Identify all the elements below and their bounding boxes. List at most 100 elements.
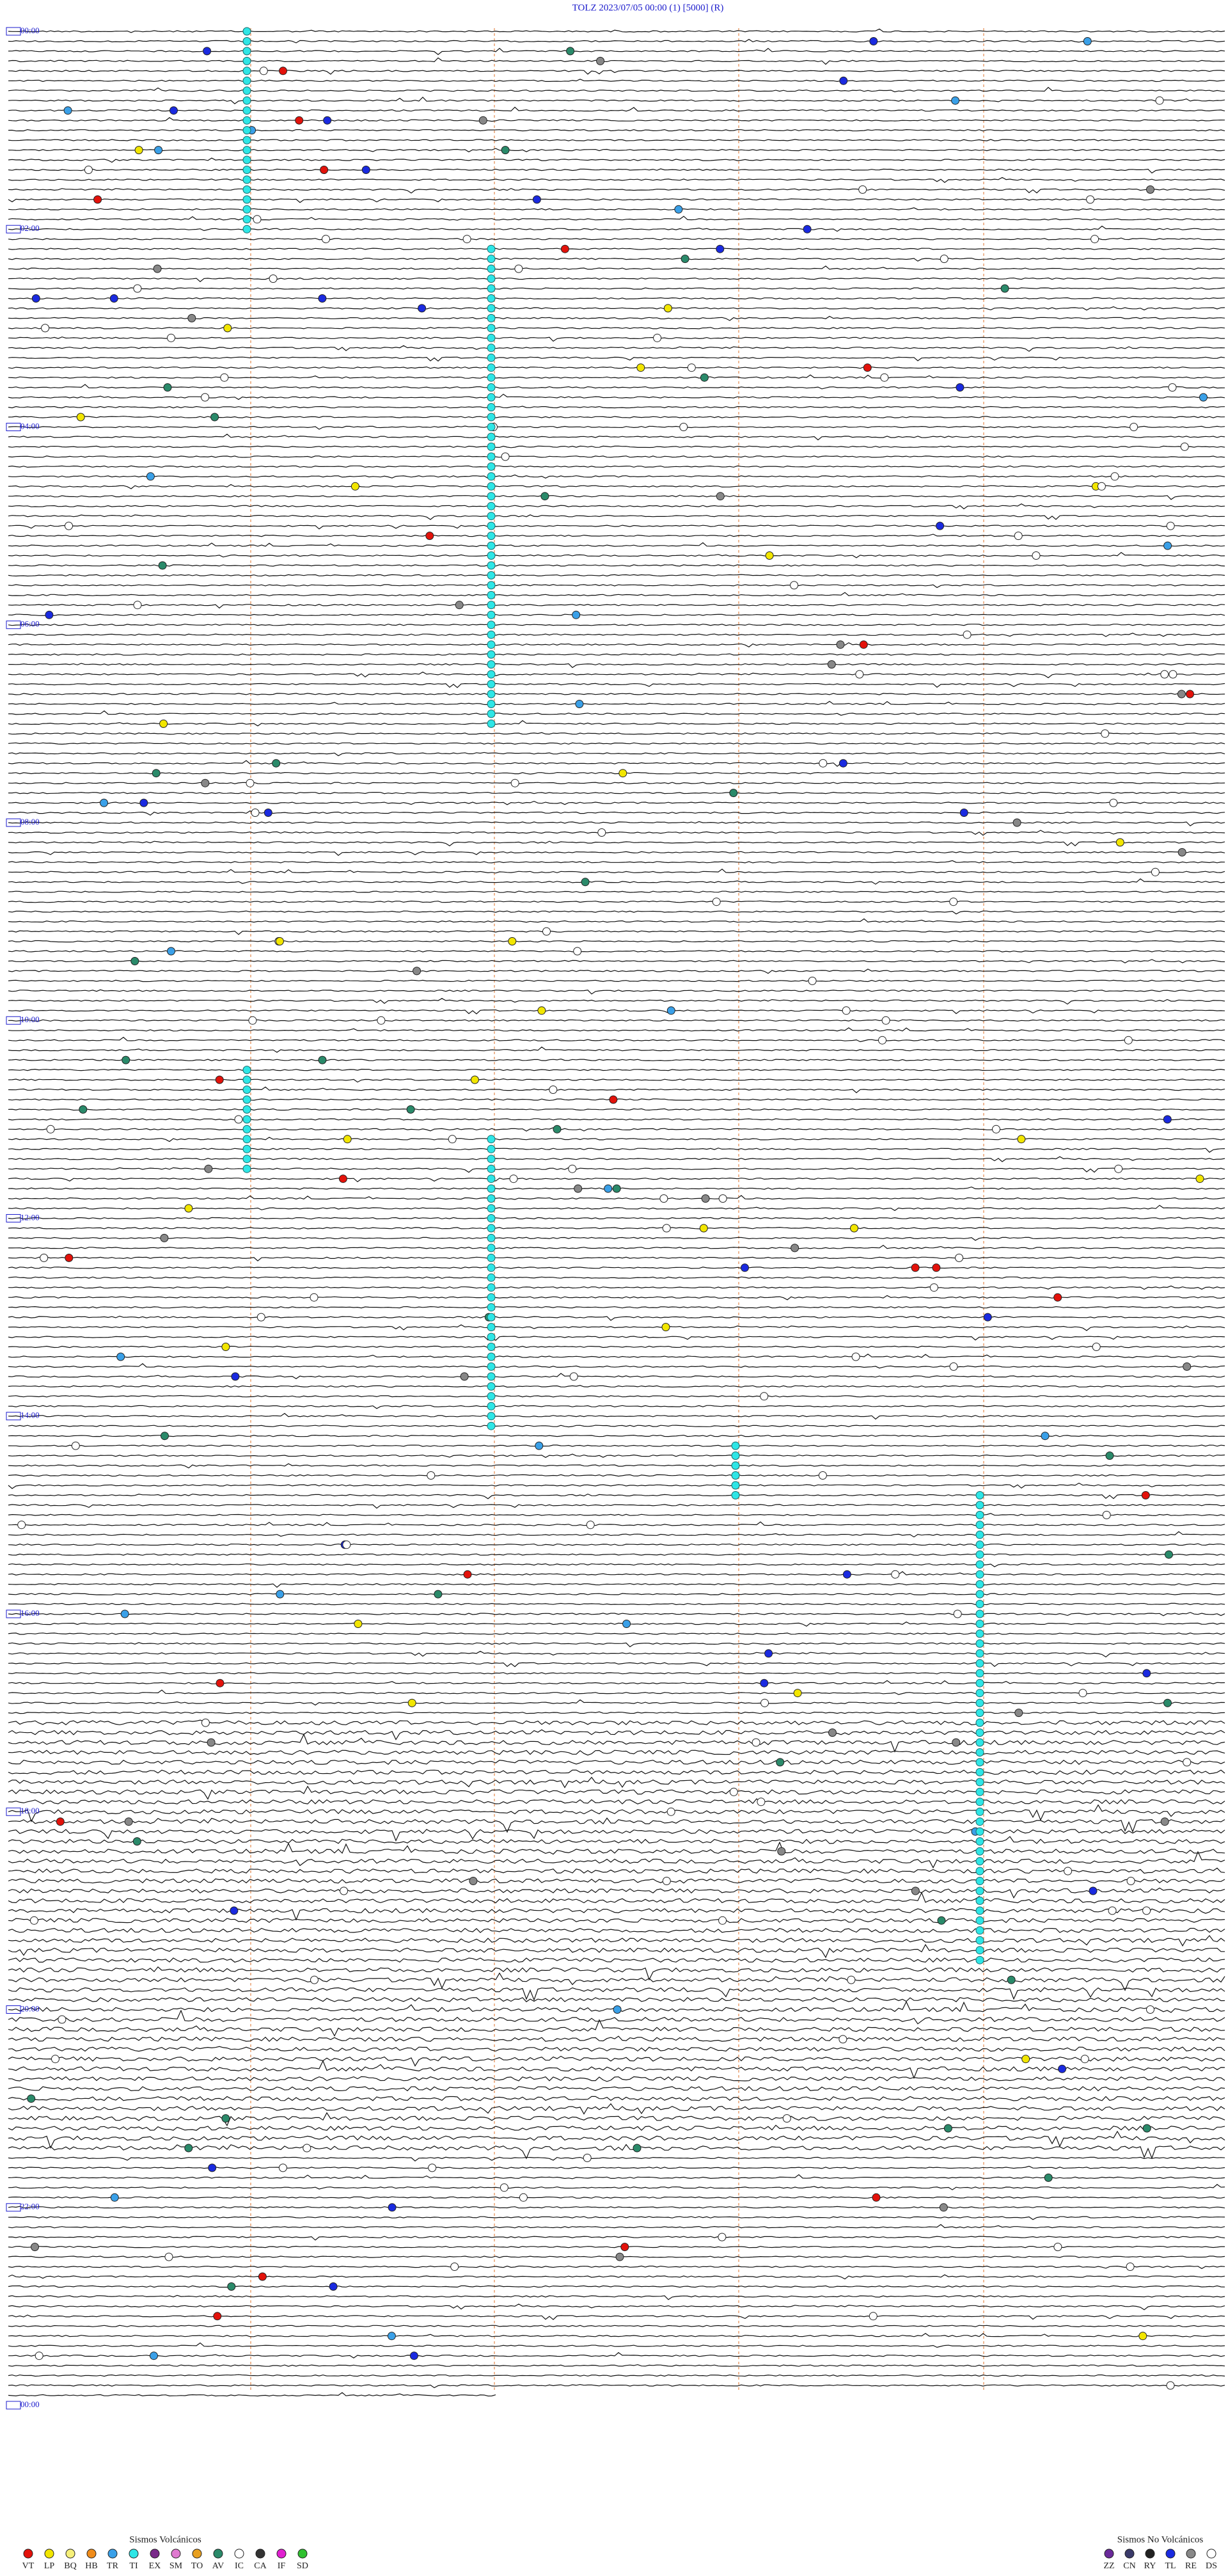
tremor-marker [487, 670, 496, 679]
trace [8, 2332, 1225, 2337]
event-marker [687, 363, 696, 372]
event-marker [510, 778, 519, 787]
trace [8, 1583, 1225, 1588]
tremor-marker [487, 1204, 496, 1213]
event-marker [776, 1758, 785, 1767]
event-marker [955, 1253, 964, 1262]
event-marker [1014, 1709, 1023, 1718]
event-marker [161, 1432, 169, 1441]
tremor-marker [487, 492, 496, 501]
tremor-marker [487, 640, 496, 649]
event-marker [388, 2203, 397, 2212]
trace [8, 564, 1225, 567]
trace [8, 1841, 1225, 1855]
tremor-marker [487, 1332, 496, 1341]
tremor-marker [975, 1540, 984, 1549]
trace [8, 1798, 1225, 1805]
event-marker [540, 492, 549, 501]
event-marker [1021, 2055, 1030, 2064]
trace [8, 890, 1225, 893]
event-marker [246, 778, 255, 787]
tremor-marker [487, 482, 496, 491]
event-marker [164, 2252, 173, 2261]
tremor-marker [242, 136, 251, 145]
trace [8, 841, 1225, 847]
tremor-marker [487, 1164, 496, 1173]
event-marker [1169, 670, 1177, 679]
event-marker [537, 1006, 546, 1015]
event-marker [264, 809, 272, 817]
event-marker [320, 166, 329, 174]
tremor-marker [975, 1718, 984, 1727]
trace [8, 821, 1225, 826]
event-marker [159, 719, 168, 728]
trace [8, 2224, 1225, 2229]
trace [8, 1385, 1225, 1388]
event-marker [406, 1105, 415, 1114]
trace [8, 663, 1225, 668]
tremor-marker [242, 1105, 251, 1114]
event-marker [122, 1055, 130, 1064]
tremor-marker [242, 185, 251, 194]
trace [8, 742, 1225, 745]
event-marker [450, 2263, 459, 2271]
trace [8, 1972, 1225, 1991]
tremor-marker [242, 1144, 251, 1153]
trace [8, 1405, 1225, 1409]
event-marker [622, 1620, 631, 1628]
tremor-marker [242, 195, 251, 204]
event-marker [959, 809, 968, 817]
event-marker [116, 1352, 125, 1361]
event-marker [1064, 1867, 1073, 1876]
event-marker [187, 313, 196, 322]
event-marker [1097, 482, 1106, 491]
event-marker [803, 225, 812, 233]
event-marker [469, 1877, 478, 1885]
event-marker [662, 1877, 671, 1885]
event-marker [666, 1807, 675, 1816]
trace [8, 2046, 1225, 2052]
tremor-marker [487, 541, 496, 550]
legend-code: AV [212, 2561, 224, 2571]
trace [8, 1908, 1225, 1921]
tremor-marker [487, 403, 496, 412]
event-marker [1041, 1432, 1050, 1441]
event-marker [31, 2243, 39, 2252]
tremor-marker [975, 1827, 984, 1836]
event-marker [1177, 690, 1186, 699]
event-marker [953, 1609, 962, 1618]
legend-code: IC [235, 2561, 244, 2571]
trace [8, 2245, 1225, 2248]
trace [8, 979, 1225, 983]
event-marker [470, 1075, 479, 1084]
event-marker [1146, 2005, 1154, 2014]
trace [8, 1867, 1225, 1874]
trace [8, 2019, 1225, 2037]
event-marker [1151, 867, 1160, 876]
trace [8, 2055, 1225, 2067]
tremor-marker [487, 1372, 496, 1381]
event-marker [869, 2312, 878, 2321]
trace [8, 989, 1225, 995]
event-marker [1168, 383, 1177, 392]
event-marker [56, 1817, 65, 1826]
legend-swatch [23, 2548, 33, 2559]
hour-label: 00:00 [20, 2399, 40, 2409]
trace [8, 1195, 1225, 1200]
tremor-marker [242, 106, 251, 115]
event-marker [153, 264, 162, 273]
hour-box [6, 27, 21, 36]
legend-swatch [150, 2548, 160, 2559]
trace [8, 1804, 1225, 1822]
event-marker [752, 1738, 760, 1747]
legend-swatch [86, 2548, 97, 2559]
event-marker [201, 778, 210, 787]
event-marker [729, 1787, 738, 1796]
event-marker [201, 1718, 210, 1727]
legend-code: IF [278, 2561, 286, 2571]
event-marker [764, 1649, 773, 1658]
event-marker [940, 255, 949, 264]
event-marker [1177, 848, 1186, 857]
tremor-marker [487, 1184, 496, 1193]
trace [8, 959, 1225, 963]
